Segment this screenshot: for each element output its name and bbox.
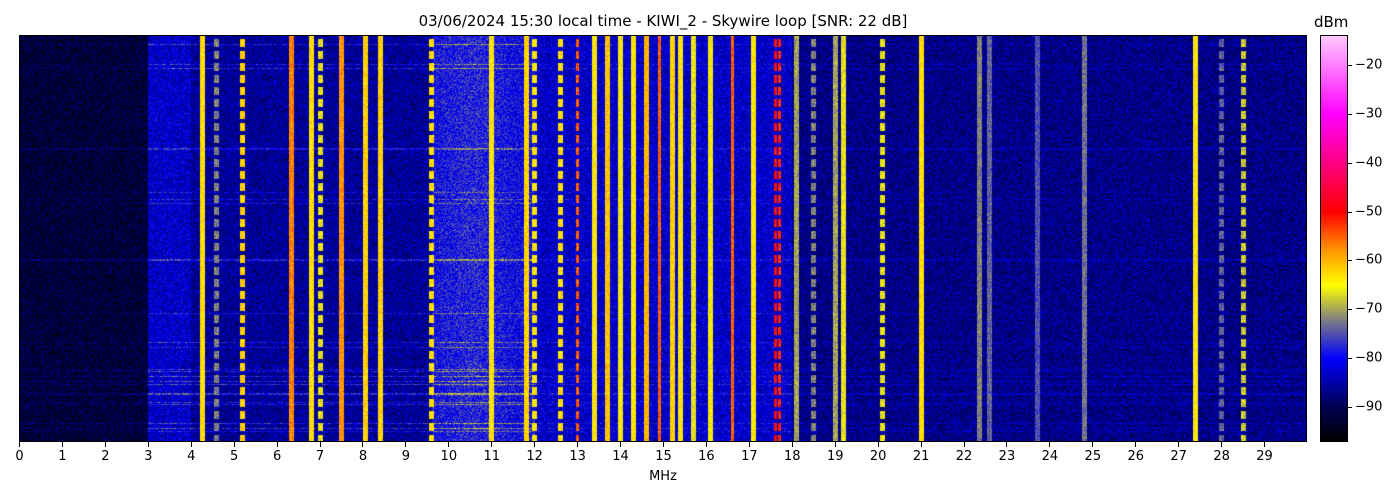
x-tick: [233, 442, 235, 447]
colorbar-tick: [1347, 406, 1352, 408]
colorbar-tick-label: −40: [1355, 155, 1383, 171]
x-tick-label: 18: [784, 449, 801, 464]
x-tick-label: 25: [1084, 449, 1102, 464]
x-tick-label: 11: [483, 449, 501, 464]
colorbar: [1320, 35, 1348, 442]
x-tick-label: 27: [1170, 449, 1187, 464]
colorbar-tick: [1347, 114, 1352, 116]
x-tick: [1135, 442, 1137, 447]
colorbar-tick-label: −90: [1355, 399, 1383, 415]
x-tick-label: 8: [358, 449, 368, 464]
x-tick: [877, 442, 879, 447]
x-tick: [19, 442, 20, 447]
x-tick-label: 19: [826, 449, 844, 464]
colorbar-tick-label: −60: [1355, 252, 1383, 268]
colorbar-tick-label: −70: [1355, 301, 1383, 317]
x-tick: [61, 442, 63, 447]
colorbar-tick: [1347, 309, 1352, 311]
x-tick-label: 16: [698, 449, 715, 464]
x-tick: [1264, 442, 1266, 447]
x-tick: [577, 442, 579, 447]
x-tick-label: 26: [1127, 449, 1145, 464]
x-tick: [1178, 442, 1180, 447]
x-tick: [534, 442, 536, 447]
x-tick-label: 0: [15, 449, 24, 464]
x-tick: [104, 442, 106, 447]
x-tick-label: 5: [230, 449, 239, 464]
x-tick-label: 7: [315, 449, 325, 464]
chart-title: 03/06/2024 15:30 local time - KIWI_2 - S…: [418, 12, 908, 30]
x-tick-label: 12: [526, 449, 543, 464]
waterfall-heatmap: [19, 35, 1307, 442]
x-tick-label: 21: [912, 449, 930, 464]
x-tick-label: 6: [272, 449, 282, 464]
x-tick: [319, 442, 321, 447]
x-tick: [190, 442, 192, 447]
x-tick-label: 13: [569, 449, 586, 464]
x-tick: [1221, 442, 1223, 447]
x-tick: [620, 442, 622, 447]
colorbar-tick-label: −50: [1355, 204, 1383, 220]
x-tick-label: 4: [187, 449, 196, 464]
colorbar-tick-label: −20: [1355, 57, 1383, 73]
x-tick: [963, 442, 965, 447]
x-tick-label: 15: [655, 449, 672, 464]
colorbar-tick: [1347, 65, 1352, 67]
x-tick: [1049, 442, 1051, 447]
x-tick: [663, 442, 664, 447]
x-tick-label: 20: [869, 449, 887, 464]
colorbar-label: dBm: [1314, 13, 1349, 31]
x-tick: [276, 442, 278, 447]
x-tick-label: 24: [1041, 449, 1059, 464]
x-tick-label: 9: [401, 449, 411, 464]
x-tick-label: 28: [1213, 449, 1230, 464]
x-tick-label: 29: [1256, 449, 1273, 464]
x-tick-label: 2: [101, 449, 110, 464]
colorbar-tick: [1347, 260, 1352, 262]
plot-frame: [19, 35, 1307, 442]
colorbar-tick: [1347, 211, 1352, 213]
x-tick: [920, 442, 922, 447]
x-tick-label: 10: [440, 449, 458, 464]
x-tick: [791, 442, 793, 447]
x-tick: [1092, 442, 1094, 447]
colorbar-tick: [1347, 358, 1352, 360]
x-tick: [405, 442, 407, 447]
x-tick: [1006, 442, 1008, 447]
x-tick: [448, 442, 450, 447]
x-axis-label: MHz: [649, 469, 677, 484]
x-tick: [491, 442, 493, 447]
x-tick-label: 1: [58, 449, 67, 464]
x-tick-label: 3: [144, 449, 153, 464]
colorbar-tick-label: −80: [1355, 350, 1383, 366]
x-tick-label: 17: [741, 449, 758, 464]
x-tick-label: 23: [998, 449, 1016, 464]
x-tick-label: 22: [955, 449, 973, 464]
x-tick-label: 14: [612, 449, 629, 464]
x-tick: [748, 442, 750, 447]
x-tick: [834, 442, 836, 447]
x-tick: [705, 442, 707, 447]
colorbar-tick: [1347, 162, 1352, 164]
colorbar-tick-label: −30: [1355, 106, 1383, 122]
x-tick: [147, 442, 149, 447]
x-tick: [362, 442, 364, 447]
